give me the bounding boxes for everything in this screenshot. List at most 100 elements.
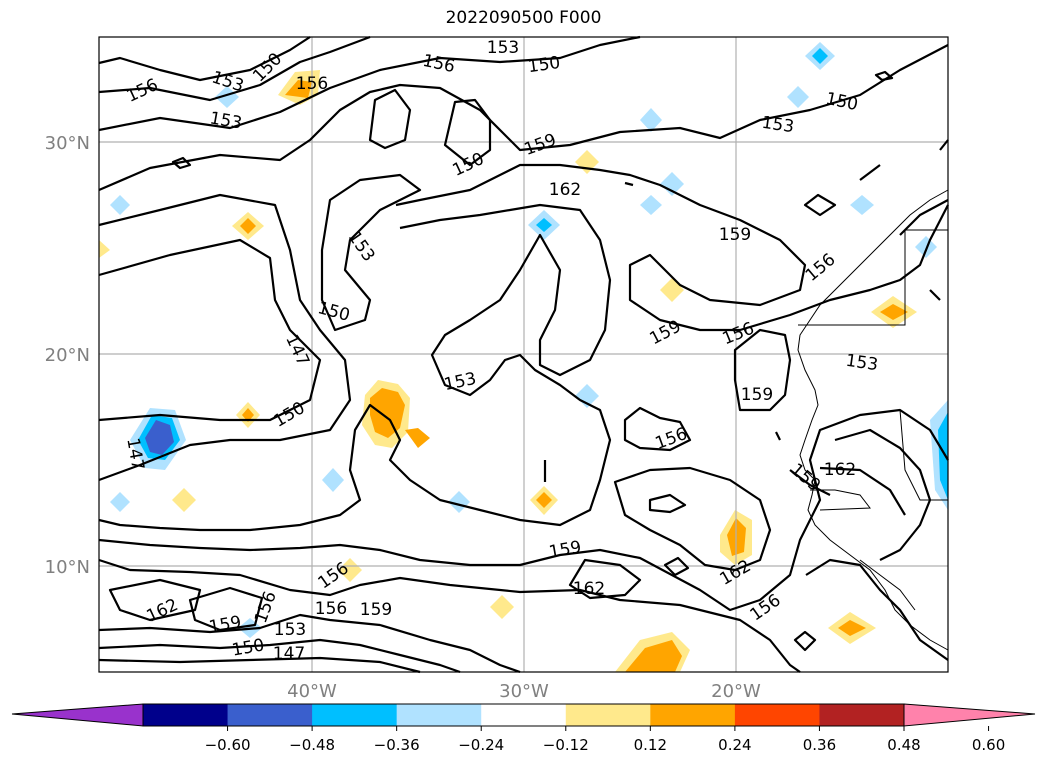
map-frame (98, 36, 949, 673)
lat-label: 10°N (45, 557, 90, 578)
colorbar-segment (734, 704, 820, 726)
colorbar-tick-label: −0.48 (289, 736, 335, 754)
contour-label: 162 (824, 460, 856, 480)
colorbar-segment (312, 704, 398, 726)
warm-patch (660, 278, 684, 302)
colorbar-segment (565, 704, 651, 726)
lon-label: 30°W (499, 681, 549, 702)
cool-patch (110, 492, 130, 512)
warm-patch (338, 558, 362, 582)
lon-axis-labels: 40°W 30°W 20°W (287, 681, 761, 702)
colorbar-tick-label: −0.60 (205, 736, 251, 754)
contour-label: 153 (208, 108, 243, 133)
contour-label: 159 (741, 385, 773, 405)
contour-label: 156 (802, 250, 840, 286)
warm-patch (242, 408, 254, 422)
contour-label: 153 (760, 113, 795, 137)
cool-patch (640, 195, 662, 215)
contour-label: 162 (143, 595, 181, 627)
contour-label: 159 (360, 600, 392, 620)
contour-label: 156 (296, 74, 328, 94)
cool-patch (938, 412, 948, 500)
colorbar: −0.60 −0.48 −0.36 −0.24 −0.12 0.12 0.24 0.36 0.4… (11, 703, 1036, 754)
contour-label: 147 (281, 331, 313, 369)
contour-label: 156 (421, 51, 457, 77)
warm-patch (172, 488, 196, 512)
contour-label: 153 (844, 351, 879, 375)
colorbar-segments (143, 704, 905, 726)
colorbar-extend-low (11, 703, 144, 727)
warm-patch (99, 240, 110, 258)
colorbar-tick-label: 0.60 (972, 736, 1005, 754)
warm-patch (285, 80, 312, 98)
contour-label: 153 (487, 38, 519, 58)
contour-label: 162 (573, 579, 605, 599)
colorbar-frame (142, 703, 905, 727)
colorbar-segment (396, 704, 482, 726)
cool-patch (812, 48, 828, 64)
warm-patch (240, 218, 256, 234)
colorbar-tick-label: −0.36 (374, 736, 420, 754)
gridlines (99, 37, 948, 672)
colorbar-tick-label: 0.48 (887, 736, 920, 754)
contour-lines (98, 35, 949, 674)
lon-label: 40°W (287, 681, 337, 702)
colorbar-segment (819, 704, 905, 726)
contour-label: 153 (274, 620, 306, 640)
contour-label: 147 (273, 644, 305, 664)
cool-patch (787, 86, 809, 108)
cool-patch (850, 195, 874, 215)
cool-patch (448, 491, 470, 513)
warm-patch (370, 388, 405, 438)
lat-label: 30°N (45, 133, 90, 154)
colorbar-segment (481, 704, 567, 726)
contour-label: 159 (547, 537, 582, 562)
anomaly-fills (99, 42, 948, 672)
cool-patch (915, 236, 937, 258)
contour-label: 156 (720, 319, 758, 350)
contour-label: 156 (315, 599, 347, 619)
warm-patch (625, 640, 682, 672)
cool-patch (110, 195, 130, 215)
colorbar-tick-label: −0.24 (458, 736, 504, 754)
cool-patch (575, 384, 599, 408)
lat-axis-labels: 30°N 20°N 10°N (45, 133, 90, 578)
contour-label: 147 (122, 436, 147, 471)
colorbar-extend-high (903, 703, 1036, 727)
contour-label: 159 (646, 316, 684, 349)
colorbar-ticks: −0.60 −0.48 −0.36 −0.24 −0.12 0.12 0.24 0.36 0.4… (205, 726, 1005, 754)
coastline (797, 189, 949, 651)
lat-label: 20°N (45, 345, 90, 366)
colorbar-segment (227, 704, 313, 726)
warm-patch (838, 620, 866, 636)
colorbar-tick-label: 0.24 (718, 736, 751, 754)
contour-label: 159 (719, 225, 751, 245)
colorbar-segment (650, 704, 736, 726)
contour-label: 156 (123, 75, 161, 107)
cool-patch (215, 86, 239, 108)
colorbar-tick-label: 0.12 (634, 736, 667, 754)
lon-label: 20°W (711, 681, 761, 702)
cool-patch (640, 108, 662, 132)
contour-label: 150 (315, 298, 352, 326)
warm-patch (405, 428, 430, 448)
colorbar-segment (143, 704, 229, 726)
contour-label: 150 (824, 89, 860, 115)
contour-label: 150 (527, 53, 562, 77)
contour-label: 156 (747, 590, 785, 625)
contour-label: 159 (207, 612, 242, 637)
cool-patch (145, 420, 174, 455)
cool-patch (322, 468, 344, 492)
cool-patch (536, 218, 552, 232)
contour-label: 162 (549, 180, 581, 200)
cool-patch (660, 172, 684, 196)
colorbar-tick-label: −0.12 (543, 736, 589, 754)
warm-patch (490, 595, 514, 619)
contour-label: 150 (230, 635, 265, 660)
contour-label: 153 (442, 369, 478, 395)
colorbar-tick-label: 0.36 (803, 736, 836, 754)
warm-patch (536, 492, 552, 508)
map-title: 2022090500 F000 (445, 8, 602, 28)
contour-label: 156 (653, 424, 690, 454)
